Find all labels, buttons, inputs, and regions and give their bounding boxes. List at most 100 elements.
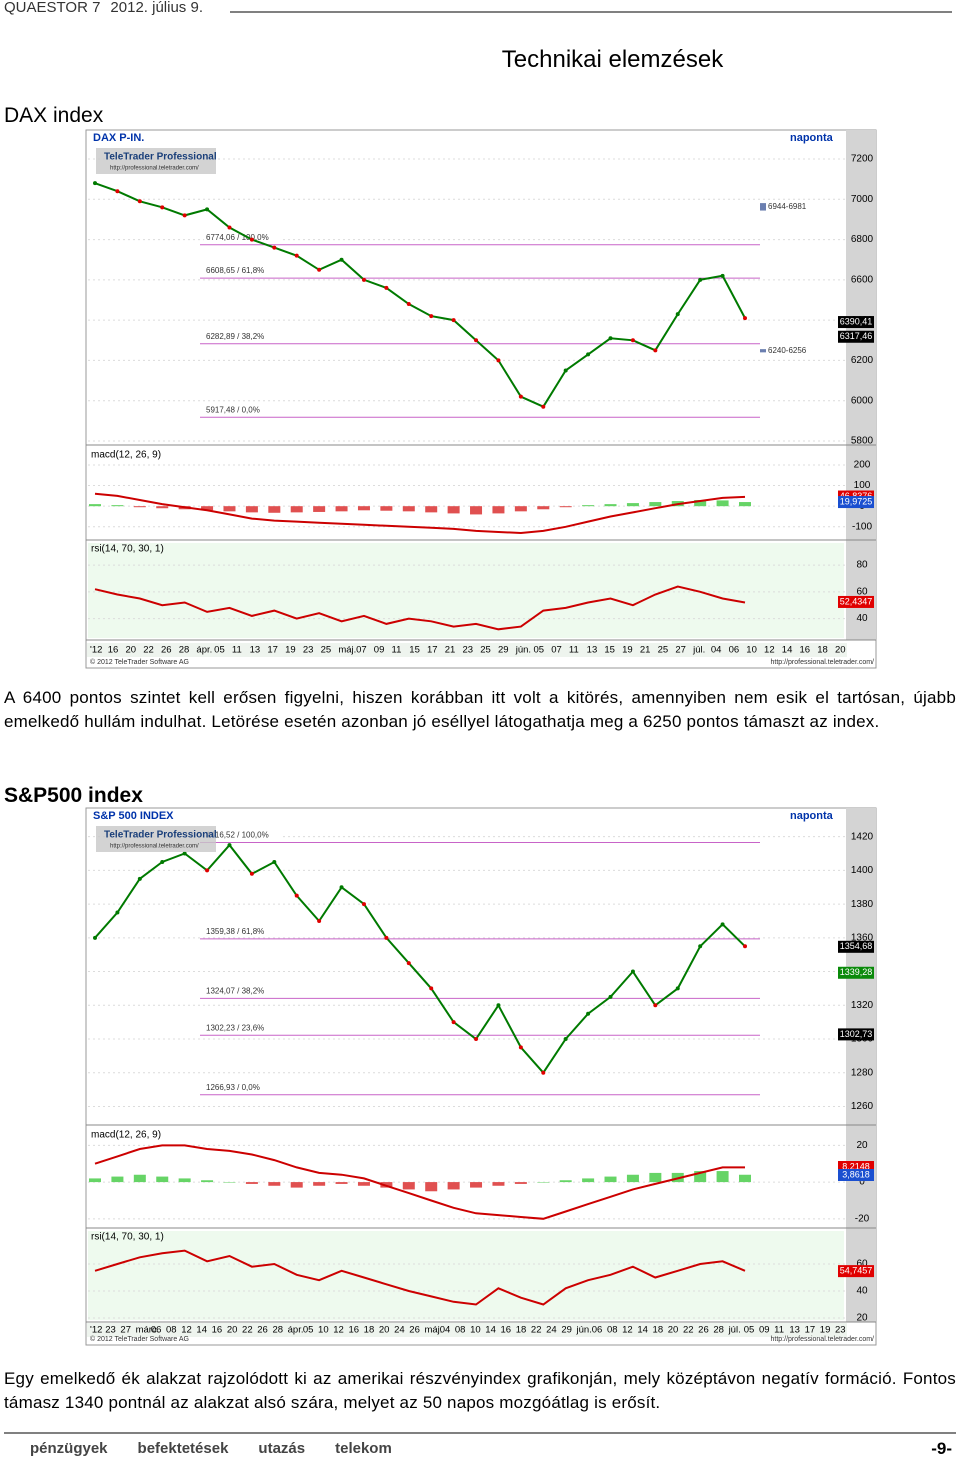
level-label: 1359,38 / 61,8% — [206, 927, 264, 936]
level-label: 6282,89 / 38,2% — [206, 332, 264, 341]
macd-bar — [739, 1174, 751, 1183]
y-tick-label: -100 — [852, 521, 872, 532]
x-tick-label: 27 — [675, 645, 686, 656]
x-tick-label: 25 — [480, 645, 491, 656]
x-tick-label: 20 — [668, 1325, 679, 1336]
x-tick-label: 25 — [658, 645, 669, 656]
x-tick-label: 14 — [782, 645, 793, 656]
footer-link[interactable]: pénzügyek — [30, 1440, 108, 1457]
macd-bar — [133, 1174, 146, 1183]
section-heading: S&P500 index — [4, 784, 143, 807]
zone-label: 6240-6256 — [768, 346, 807, 355]
x-tick-label: 12 — [764, 645, 775, 656]
price-point — [93, 181, 97, 186]
x-tick-label: júl. — [692, 645, 705, 656]
panel-background — [88, 1231, 844, 1320]
x-tick-label: 10 — [318, 1325, 329, 1336]
x-tick-label: 05 — [214, 645, 225, 656]
macd-bar — [156, 506, 169, 509]
x-tick-label: 15 — [409, 645, 420, 656]
x-tick-label: 29 — [561, 1325, 572, 1336]
macd-bar — [290, 506, 303, 513]
macd-bar — [649, 502, 662, 507]
x-tick-label: 13 — [250, 645, 261, 656]
last-value-label: 54,7457 — [840, 1266, 873, 1276]
price-point — [675, 312, 680, 317]
price-point — [384, 935, 389, 940]
macd-bar — [156, 1176, 169, 1183]
x-tick-label: 20 — [379, 1325, 390, 1336]
date-axis — [87, 643, 847, 657]
source-url: http://professional.teletrader.com/ — [771, 659, 875, 666]
macd-bar — [582, 1178, 595, 1183]
x-tick-label: 08 — [166, 1325, 177, 1336]
price-point — [743, 944, 747, 949]
macd-bar — [514, 506, 527, 512]
x-tick-label: 16 — [348, 1325, 359, 1336]
level-label: 5917,48 / 0,0% — [206, 405, 260, 414]
y-tick-label: 60 — [856, 586, 868, 597]
y-tick-label: 20 — [856, 1313, 868, 1324]
last-value-label: 6390,41 — [840, 316, 873, 326]
y-tick-label: 6000 — [851, 395, 874, 406]
macd-bar — [335, 506, 348, 512]
x-tick-label: 16 — [501, 1325, 512, 1336]
page-title: Technikai elemzések — [501, 46, 724, 73]
macd-bar — [626, 503, 639, 507]
price-point — [160, 205, 165, 210]
x-tick-label: 20 — [835, 645, 846, 656]
price-point — [182, 851, 187, 856]
last-value-box — [838, 316, 874, 329]
price-point — [317, 918, 322, 923]
source-url: http://professional.teletrader.com/ — [771, 1336, 875, 1343]
x-tick-label: 22 — [143, 645, 154, 656]
macd-bar — [425, 506, 438, 513]
x-tick-label: 23 — [835, 1325, 846, 1336]
watermark-box — [96, 826, 216, 852]
x-tick-label: máj. — [338, 645, 356, 656]
price-point — [451, 318, 456, 323]
x-tick-label: 06 — [592, 1325, 603, 1336]
price-point — [137, 199, 142, 204]
footer-link[interactable]: telekom — [335, 1440, 392, 1457]
x-tick-label: 20 — [125, 645, 136, 656]
x-tick-label: 06 — [729, 645, 740, 656]
macd-bar — [694, 499, 707, 507]
level-label-bg — [204, 829, 282, 841]
footer-link[interactable]: utazás — [258, 1440, 306, 1457]
price-point — [272, 245, 277, 250]
macd-bar — [537, 506, 550, 510]
x-tick-label: 23 — [463, 645, 474, 656]
x-tick-label: 12 — [622, 1325, 633, 1336]
zone — [760, 349, 766, 353]
y-tick-label: 100 — [854, 480, 871, 491]
price-point — [93, 935, 97, 940]
level-label: 1266,93 / 0,0% — [206, 1083, 260, 1092]
x-tick-label: 11 — [392, 645, 402, 656]
x-tick-label: 21 — [640, 645, 651, 656]
footer-link[interactable]: befektetések — [137, 1440, 229, 1457]
x-tick-label: 09 — [759, 1325, 770, 1336]
y-tick-label: 7000 — [851, 194, 874, 205]
x-tick-label: 23 — [303, 645, 314, 656]
price-point — [451, 1020, 456, 1025]
last-value-box — [838, 330, 874, 343]
x-tick-label: ápr. — [288, 1325, 304, 1336]
macd-bar — [470, 506, 483, 515]
price-point — [518, 1045, 523, 1050]
price-point — [339, 257, 344, 262]
header: QUAESTOR 7 2012. július 9. — [4, 0, 203, 16]
x-tick-label: 19 — [285, 645, 296, 656]
section-heading: DAX index — [4, 104, 104, 127]
price-point — [743, 316, 747, 321]
x-tick-label: 19 — [820, 1325, 831, 1336]
x-tick-label: 25 — [321, 645, 332, 656]
x-tick-label: 12 — [333, 1325, 344, 1336]
x-tick-label: 11 — [232, 645, 242, 656]
price-point — [474, 1037, 479, 1042]
price-point — [496, 1003, 501, 1008]
price-point — [429, 314, 434, 319]
y-tick-label: 20 — [856, 1140, 868, 1151]
y-tick-label: 1320 — [851, 1000, 874, 1011]
price-point — [249, 871, 254, 876]
